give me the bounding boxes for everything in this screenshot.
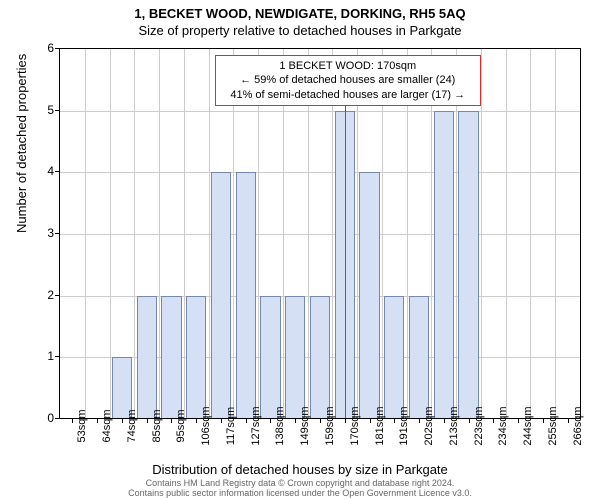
y-tick-label: 1 (0, 349, 54, 363)
x-axis-label: Distribution of detached houses by size … (0, 462, 600, 477)
gridline-v (209, 49, 210, 419)
x-tick-mark (320, 418, 321, 423)
chart-title: 1, BECKET WOOD, NEWDIGATE, DORKING, RH5 … (0, 0, 600, 21)
x-tick-mark (444, 418, 445, 423)
x-tick-label: 149sqm (299, 406, 311, 445)
x-tick-mark (419, 418, 420, 423)
y-tick-label: 3 (0, 226, 54, 240)
x-tick-mark (270, 418, 271, 423)
x-tick-label: 191sqm (398, 406, 410, 445)
histogram-bar (310, 296, 330, 419)
x-tick-label: 85sqm (151, 409, 163, 442)
y-axis-label: Number of detached properties (14, 54, 29, 233)
x-tick-mark (370, 418, 371, 423)
x-tick-mark (543, 418, 544, 423)
histogram-bar (458, 111, 478, 419)
x-tick-label: 213sqm (448, 406, 460, 445)
x-tick-mark (221, 418, 222, 423)
x-tick-mark (518, 418, 519, 423)
x-tick-mark (295, 418, 296, 423)
gridline-v (159, 49, 160, 419)
x-tick-label: 74sqm (126, 409, 138, 442)
gridline-v (481, 49, 482, 419)
histogram-bar (137, 296, 157, 419)
y-tick-mark (55, 171, 60, 172)
y-tick-mark (55, 233, 60, 234)
y-tick-mark (55, 418, 60, 419)
histogram-bar (434, 111, 454, 419)
footer-line-2: Contains public sector information licen… (128, 488, 472, 498)
gridline-v (134, 49, 135, 419)
x-tick-label: 202sqm (423, 406, 435, 445)
y-tick-label: 4 (0, 164, 54, 178)
histogram-bar (161, 296, 181, 419)
x-tick-label: 170sqm (349, 406, 361, 445)
y-tick-label: 0 (0, 411, 54, 425)
x-tick-label: 138sqm (274, 406, 286, 445)
x-tick-label: 223sqm (473, 406, 485, 445)
histogram-bar (359, 172, 379, 419)
footer-line-1: Contains HM Land Registry data © Crown c… (146, 478, 455, 488)
chart-container: 1, BECKET WOOD, NEWDIGATE, DORKING, RH5 … (0, 0, 600, 500)
gridline-v (506, 49, 507, 419)
x-tick-mark (97, 418, 98, 423)
x-tick-label: 244sqm (522, 406, 534, 445)
x-tick-label: 181sqm (374, 406, 386, 445)
chart-footer: Contains HM Land Registry data © Crown c… (0, 479, 600, 499)
x-tick-mark (469, 418, 470, 423)
histogram-bar (260, 296, 280, 419)
histogram-bar (186, 296, 206, 419)
gridline-v (184, 49, 185, 419)
x-tick-label: 95sqm (175, 409, 187, 442)
gridline-h (60, 111, 580, 112)
chart-subtitle: Size of property relative to detached ho… (0, 21, 600, 38)
x-tick-mark (493, 418, 494, 423)
x-tick-label: 266sqm (572, 406, 584, 445)
histogram-bar (384, 296, 404, 419)
gridline-v (110, 49, 111, 419)
y-tick-mark (55, 356, 60, 357)
x-tick-mark (122, 418, 123, 423)
y-tick-label: 6 (0, 41, 54, 55)
histogram-bar (211, 172, 231, 419)
x-tick-label: 255sqm (547, 406, 559, 445)
x-tick-label: 106sqm (200, 406, 212, 445)
x-tick-mark (568, 418, 569, 423)
x-tick-mark (196, 418, 197, 423)
annotation-box: 1 BECKET WOOD: 170sqm ← 59% of detached h… (215, 55, 481, 106)
x-tick-label: 53sqm (76, 409, 88, 442)
plot-area: 1 BECKET WOOD: 170sqm ← 59% of detached h… (60, 48, 581, 419)
gridline-v (555, 49, 556, 419)
annotation-line-2: ← 59% of detached houses are smaller (24… (240, 74, 455, 86)
x-tick-label: 64sqm (101, 409, 113, 442)
y-tick-mark (55, 48, 60, 49)
x-tick-mark (345, 418, 346, 423)
annotation-line-3: 41% of semi-detached houses are larger (… (230, 89, 465, 101)
gridline-v (530, 49, 531, 419)
gridline-h (60, 172, 580, 173)
histogram-bar (285, 296, 305, 419)
histogram-bar (236, 172, 256, 419)
annotation-line-1: 1 BECKET WOOD: 170sqm (279, 60, 416, 72)
x-tick-label: 127sqm (250, 406, 262, 445)
y-tick-label: 5 (0, 103, 54, 117)
x-tick-mark (394, 418, 395, 423)
y-tick-mark (55, 110, 60, 111)
y-tick-mark (55, 295, 60, 296)
x-tick-mark (171, 418, 172, 423)
x-tick-label: 234sqm (497, 406, 509, 445)
gridline-h (60, 234, 580, 235)
histogram-bar (409, 296, 429, 419)
x-tick-label: 117sqm (225, 407, 237, 445)
y-tick-label: 2 (0, 288, 54, 302)
x-tick-mark (246, 418, 247, 423)
x-tick-mark (147, 418, 148, 423)
marker-line (345, 101, 346, 419)
x-tick-mark (72, 418, 73, 423)
gridline-v (85, 49, 86, 419)
x-tick-label: 159sqm (324, 406, 336, 445)
